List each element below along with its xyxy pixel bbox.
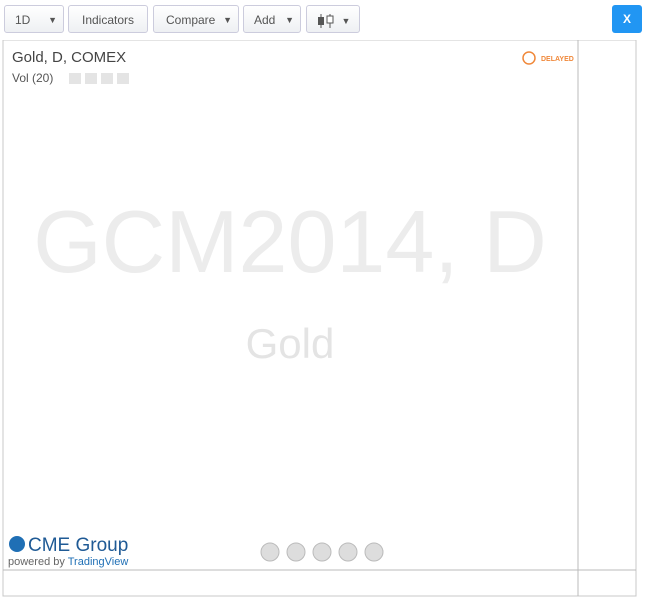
add-label: Add [254,13,276,27]
indicators-button[interactable]: Indicators [68,5,148,33]
powered-by: powered by TradingView [8,556,128,568]
watermark: GCM2014, D [33,192,547,291]
volume-title: Vol (20) [12,71,53,85]
reset[interactable] [312,542,332,562]
toolbar: 1D ▼ Indicators Compare ▼ Add ▼ ▼ X [0,0,647,40]
zoom-controls [260,542,384,562]
powered-by-text: powered by [8,556,68,568]
zoom-in[interactable] [338,542,358,562]
legend-icon[interactable] [85,73,97,84]
compare-button[interactable]: Compare ▼ [153,5,239,33]
logo: CME Group powered by TradingView [8,535,128,568]
powered-brand: TradingView [68,556,129,568]
scroll-right[interactable] [364,542,384,562]
chart-frame [2,40,637,597]
interval-label: 1D [15,13,31,27]
logo-globe [9,536,25,552]
symbol-title: Gold, D, COMEX [12,49,126,66]
candle-icon [317,13,334,28]
interval-button[interactable]: 1D ▼ [4,5,64,33]
chart-style-button[interactable]: ▼ [306,5,360,33]
legend-icon[interactable] [69,73,81,84]
compare-label: Compare [166,13,216,27]
delayed-label: DELAYED [541,56,574,63]
close-button[interactable]: X [612,5,642,33]
add-button[interactable]: Add ▼ [243,5,301,33]
watermark-sub: Gold [246,320,335,367]
zoom-out[interactable] [286,542,306,562]
legend-icon[interactable] [101,73,113,84]
brand: CME Group [28,535,128,556]
delayed-icon [522,51,536,65]
chart: GCM2014, D Gold Gold, D, COMEX Vol (20) … [2,40,637,597]
legend-icon[interactable] [117,73,129,84]
scroll-left[interactable] [260,542,280,562]
